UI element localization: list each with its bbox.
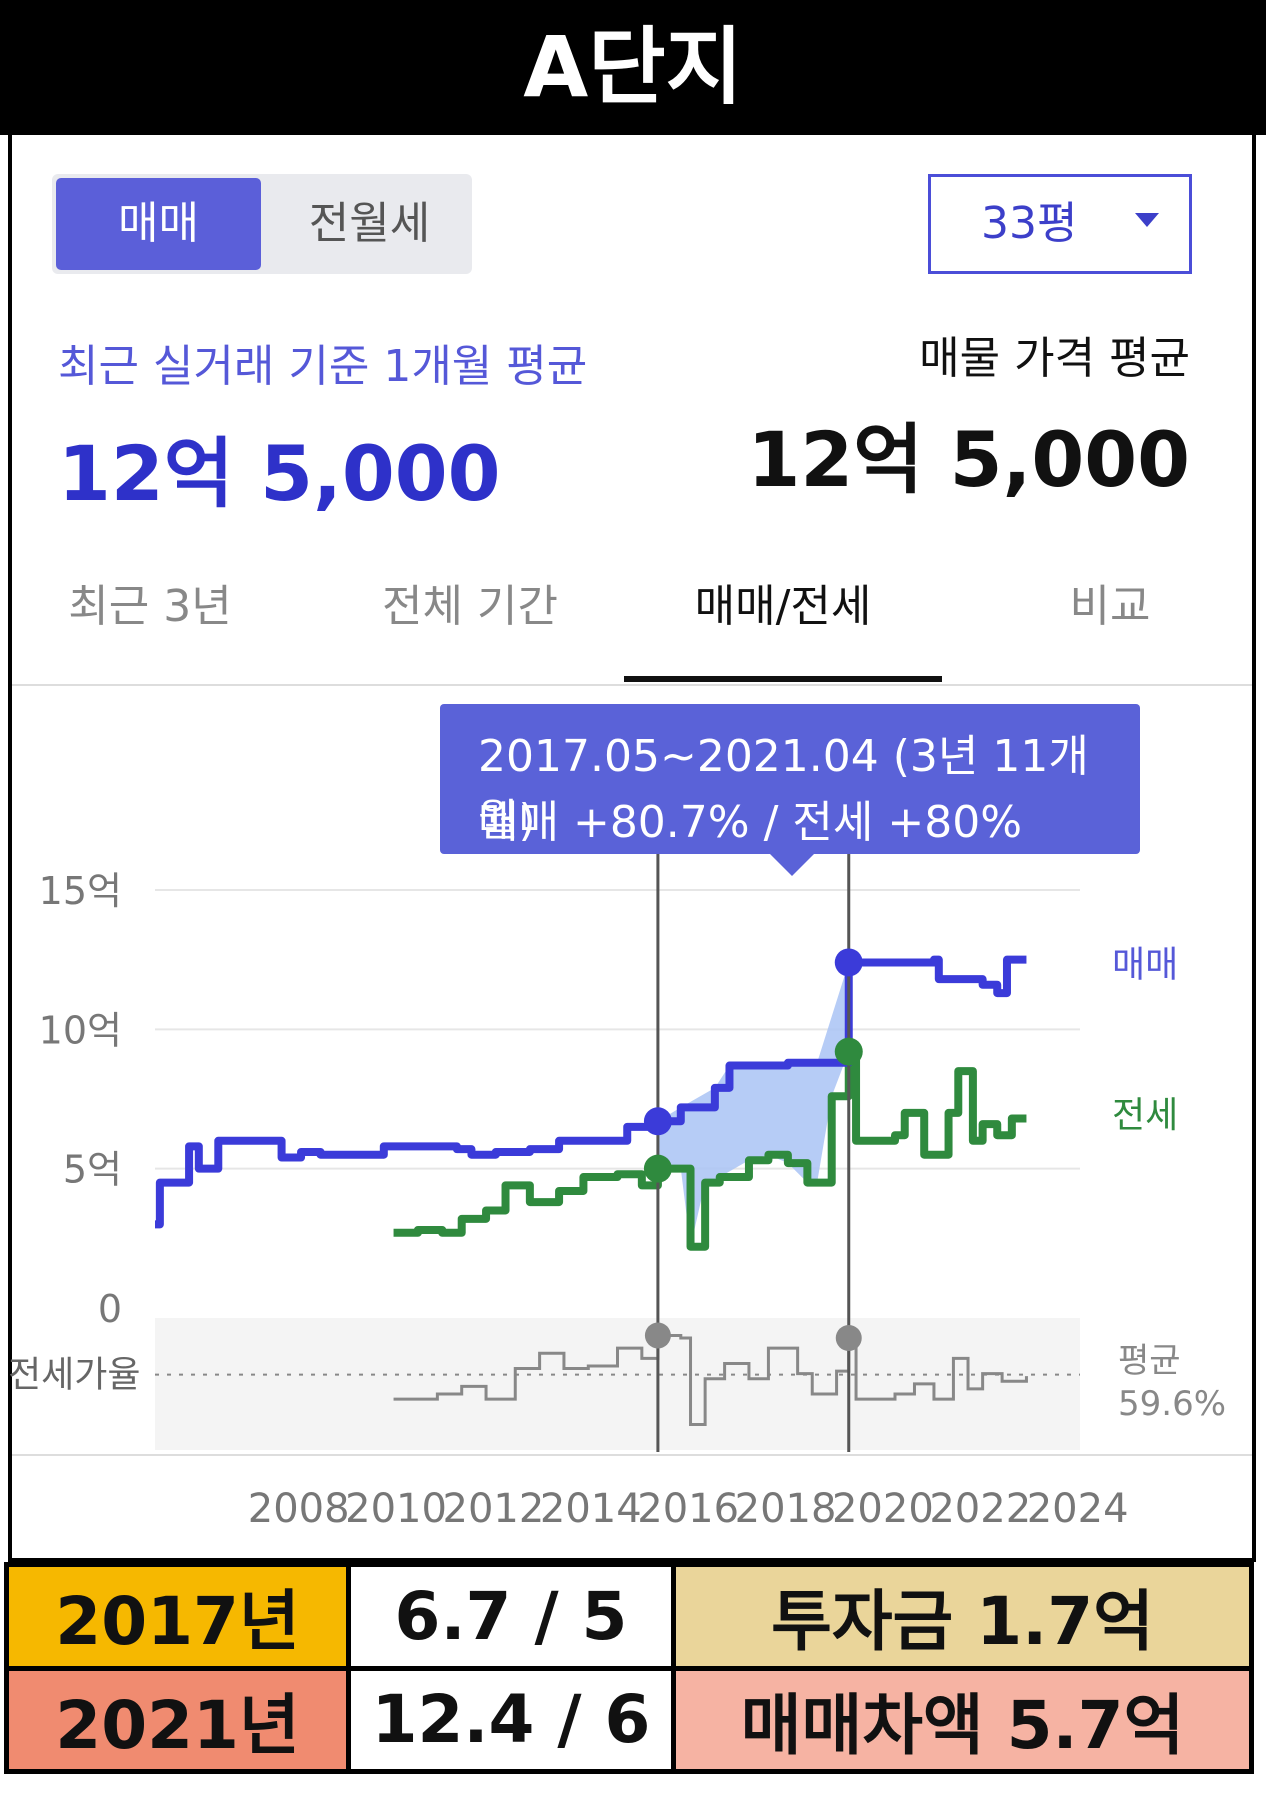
- summary-price-cell: 6.7 / 5: [346, 1562, 676, 1671]
- x-tick-label: 2022: [929, 1486, 1031, 1532]
- trade-tab-button[interactable]: 매매: [56, 178, 261, 270]
- x-tick-label: 2020: [832, 1486, 934, 1532]
- marker-point-trade[interactable]: [643, 1107, 672, 1136]
- recent-trade-price: 12억 5,000: [58, 429, 501, 518]
- recent-trade-label: 최근 실거래 기준 1개월 평균: [58, 341, 588, 392]
- table-row: 2021년 12.4 / 6 매매차액 5.7억: [4, 1665, 1254, 1774]
- series-line-ratio: [393, 1333, 1028, 1427]
- x-tick-label: 2012: [443, 1486, 545, 1532]
- x-tick-label: 2008: [248, 1486, 350, 1532]
- summary-table: 2017년 6.7 / 5 투자금 1.7억 2021년 12.4 / 6 매매…: [4, 1562, 1254, 1774]
- trade-type-toggle: 매매 전월세: [52, 174, 472, 274]
- tooltip-period: 2017.05~2021.04 (3년 11개월): [478, 731, 1089, 846]
- tab-divider: [12, 684, 1252, 686]
- series-line-lease: [393, 1047, 1027, 1251]
- tooltip-arrow: [770, 854, 814, 876]
- x-tick-label: 2018: [735, 1486, 837, 1532]
- size-select[interactable]: 33평: [928, 174, 1192, 274]
- marker-point-trade[interactable]: [834, 948, 863, 977]
- lease-tab-button[interactable]: 전월세: [308, 198, 431, 249]
- summary-note-cell: 투자금 1.7억: [671, 1562, 1254, 1671]
- page-title: A단지: [0, 0, 1266, 135]
- table-row: 2017년 6.7 / 5 투자금 1.7억: [4, 1562, 1254, 1671]
- ratio-panel-background: [155, 1318, 1080, 1450]
- summary-note-cell: 매매차액 5.7억: [671, 1665, 1254, 1774]
- tab-recent-3y[interactable]: 최근 3년: [68, 581, 232, 632]
- tab-full-period[interactable]: 전체 기간: [382, 581, 558, 632]
- tooltip-change: 매매 +80.7% / 전세 +80%: [478, 797, 1022, 848]
- y-tick-label: 10억: [39, 1008, 122, 1052]
- ratio-axis-label: 전세가율: [8, 1355, 140, 1396]
- listing-avg-label: 매물 가격 평균: [919, 333, 1190, 384]
- size-select-value: 33평: [981, 198, 1078, 249]
- tab-trade-lease[interactable]: 매매/전세: [694, 581, 872, 632]
- series-line-trade: [155, 955, 1027, 1229]
- y-tick-label: 5억: [63, 1148, 122, 1192]
- summary-price-cell: 12.4 / 6: [346, 1665, 676, 1774]
- x-tick-label: 2016: [637, 1486, 739, 1532]
- active-tab-indicator: [624, 676, 942, 682]
- marker-point-lease[interactable]: [834, 1037, 863, 1066]
- tab-compare[interactable]: 비교: [1069, 581, 1151, 632]
- ratio-marker-point: [835, 1325, 862, 1351]
- legend-lease: 전세: [1112, 1095, 1178, 1136]
- summary-year-cell: 2017년: [4, 1562, 351, 1671]
- summary-year-cell: 2021년: [4, 1665, 351, 1774]
- x-tick-label: 2010: [345, 1486, 447, 1532]
- legend-trade: 매매: [1112, 944, 1178, 985]
- highlight-area: [657, 962, 849, 1247]
- ratio-average-value: 59.6%: [1118, 1384, 1226, 1424]
- x-tick-label: 2024: [1027, 1486, 1129, 1532]
- y-tick-label: 0: [98, 1287, 122, 1331]
- listing-avg-price: 12억 5,000: [747, 415, 1190, 504]
- chevron-down-icon: [1135, 213, 1159, 227]
- chart-tooltip: 2017.05~2021.04 (3년 11개월) 매매 +80.7% / 전세…: [440, 704, 1140, 876]
- x-tick-label: 2014: [540, 1486, 642, 1532]
- y-tick-label: 15억: [39, 869, 122, 913]
- ratio-average-label: 평균: [1118, 1341, 1181, 1381]
- ratio-marker-point: [644, 1322, 671, 1349]
- marker-point-lease[interactable]: [643, 1154, 672, 1183]
